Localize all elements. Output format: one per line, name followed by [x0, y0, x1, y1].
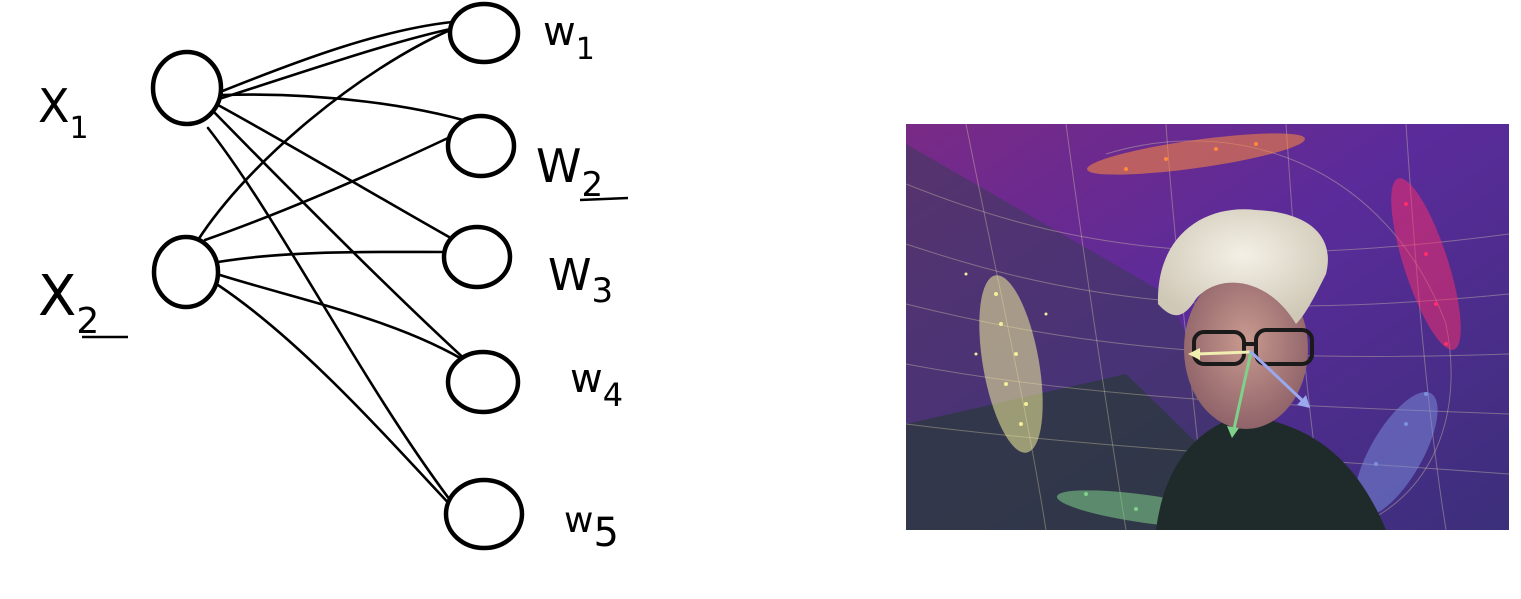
label-w1-sub: 1	[576, 32, 595, 67]
label-w1: w1	[543, 9, 595, 67]
cluster-red	[1391, 178, 1461, 350]
label-x1-letter: X	[38, 79, 70, 133]
label-w3-letter: W	[548, 250, 592, 301]
cluster-orange	[1087, 133, 1305, 175]
node-x2	[151, 234, 221, 310]
label-w4: w4	[570, 356, 623, 414]
input-layer	[150, 49, 224, 310]
label-x2: X2	[38, 264, 99, 342]
output-layer	[441, 1, 525, 551]
label-w3: W3	[548, 250, 613, 311]
label-w4-sub: 4	[603, 376, 623, 414]
edge-x2-w4	[218, 273, 474, 367]
input-labels: X1 X2	[38, 79, 128, 342]
label-w5: w5	[564, 500, 619, 556]
video-frame-image	[906, 124, 1509, 530]
edge-x2-w2	[203, 136, 450, 242]
label-x1: X1	[38, 79, 89, 146]
node-w4	[445, 349, 521, 415]
label-w1-letter: w	[543, 9, 576, 55]
point-cloud-visual	[906, 124, 1509, 530]
edge-x1-w1	[218, 20, 454, 94]
edge-x1-w4	[210, 108, 472, 366]
edge-x1-w1-b	[220, 26, 457, 100]
label-w2-underline	[579, 196, 629, 202]
label-w5-letter: w	[564, 500, 593, 541]
node-w5	[443, 477, 525, 551]
label-w4-letter: w	[570, 356, 603, 402]
edge-x2-w3	[216, 250, 447, 264]
cluster-blue	[1354, 392, 1438, 516]
label-x1-sub: 1	[70, 111, 89, 146]
node-w3	[441, 224, 513, 290]
label-w3-sub: 3	[592, 271, 614, 311]
node-w2	[445, 113, 517, 179]
person-body	[1156, 414, 1386, 530]
label-w2-sub: 2	[581, 165, 603, 205]
edge-x1-w5	[206, 126, 452, 502]
label-w2-letter: W	[536, 139, 581, 193]
axis-arrows	[1188, 348, 1310, 438]
edge-x1-w3	[216, 103, 467, 248]
node-w1	[447, 1, 521, 65]
output-labels: w1 W2 W3 w4 w5	[536, 9, 629, 556]
label-x2-sub: 2	[76, 301, 99, 342]
cluster-yellow	[964, 272, 1048, 453]
connections	[196, 20, 488, 512]
person	[1156, 209, 1386, 530]
edge-x1-w2	[220, 93, 488, 129]
edge-x2-w1	[196, 28, 452, 242]
node-x1	[150, 49, 224, 127]
edge-x2-w5	[216, 283, 457, 512]
label-w2: W2	[536, 139, 603, 205]
glasses	[1192, 328, 1314, 366]
label-w5-sub: 5	[593, 510, 618, 556]
person-hair	[1157, 209, 1328, 324]
label-x2-letter: X	[38, 264, 76, 329]
